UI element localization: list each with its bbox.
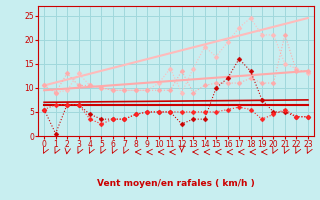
Text: Vent moyen/en rafales ( km/h ): Vent moyen/en rafales ( km/h ) [97, 180, 255, 188]
